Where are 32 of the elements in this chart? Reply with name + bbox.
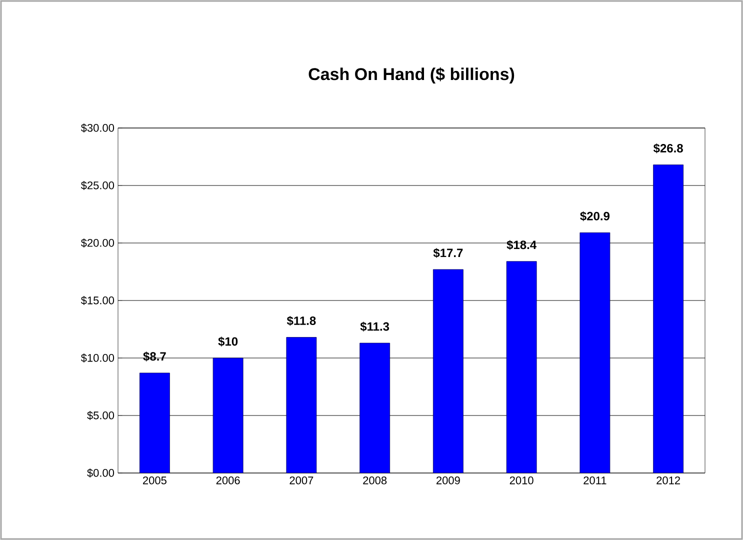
x-tick-label: 2010 (510, 476, 534, 484)
y-tick-label: $10.00 (80, 354, 114, 362)
bar (653, 164, 684, 473)
x-tick-label: 2009 (436, 476, 460, 484)
bar (580, 232, 610, 473)
y-tick-label: $30.00 (80, 124, 114, 132)
x-tick-label: 2005 (143, 476, 166, 484)
data-label: $17.7 (433, 248, 463, 258)
data-label: $10 (218, 336, 238, 346)
bar (432, 269, 464, 473)
x-tick-label: 2012 (656, 476, 680, 484)
x-tick-label: 2011 (584, 476, 606, 484)
chart-title: Cash On Hand ($ billions) (308, 67, 514, 84)
y-tick-label: $25.00 (80, 181, 114, 190)
y-tick-label: $0.00 (87, 468, 114, 478)
x-tick-label: 2006 (216, 476, 240, 484)
bar (212, 358, 244, 473)
x-tick-label: 2007 (290, 476, 314, 484)
bar (286, 337, 317, 473)
bar (360, 342, 390, 473)
y-tick-label: $5.00 (87, 411, 114, 420)
bar (506, 261, 537, 473)
data-label: $11.3 (360, 322, 390, 332)
bar (139, 372, 170, 473)
y-tick-label: $15.00 (80, 296, 114, 305)
y-tick-label: $20.00 (80, 238, 114, 248)
data-label: $18.4 (506, 240, 537, 250)
data-label: $11.8 (286, 316, 316, 326)
x-tick-label: 2008 (363, 476, 387, 484)
data-label: $26.8 (653, 143, 683, 154)
data-label: $20.9 (580, 211, 610, 222)
data-label: $8.7 (143, 352, 166, 362)
